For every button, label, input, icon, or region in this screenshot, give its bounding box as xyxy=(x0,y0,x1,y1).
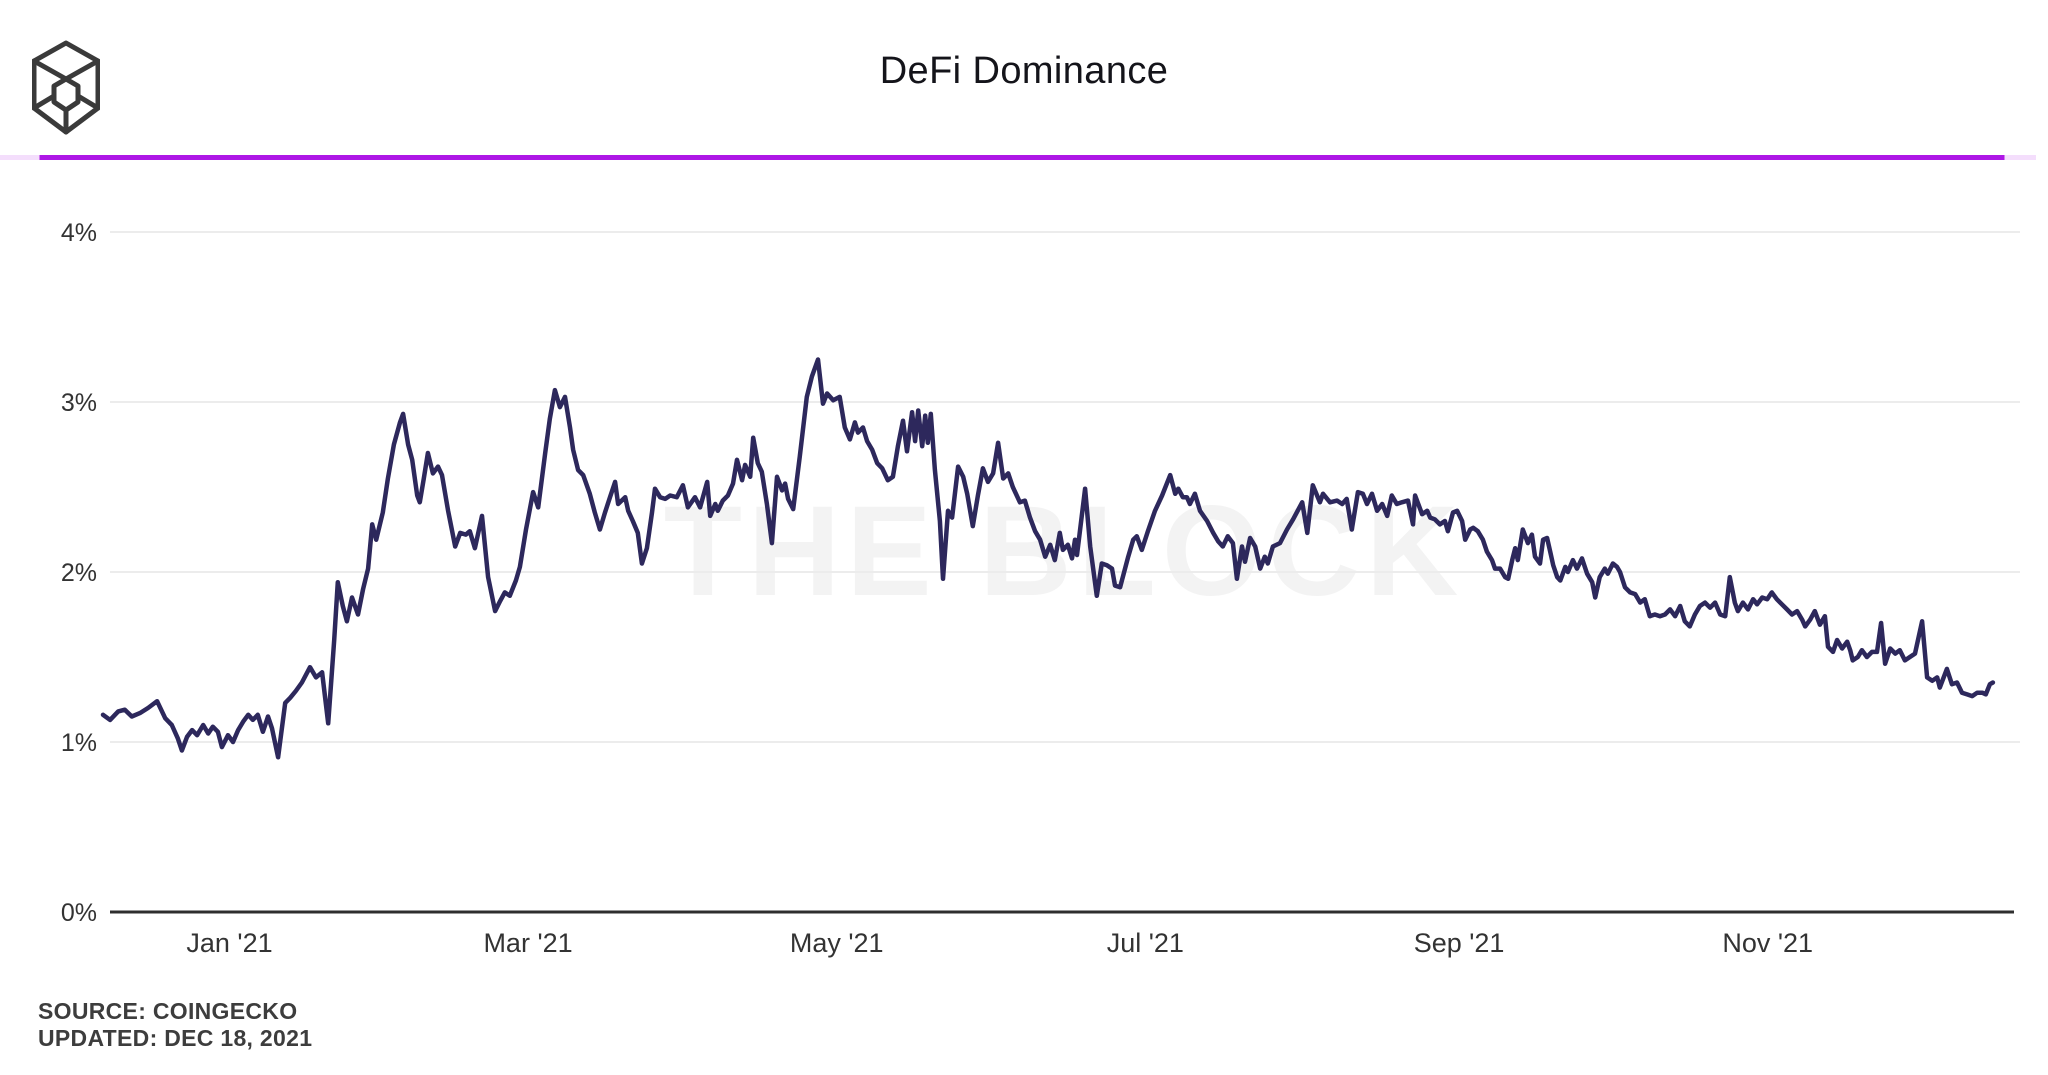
x-tick-label-Nov-'21: Nov '21 xyxy=(1722,928,1813,958)
y-tick-label-4%: 4% xyxy=(61,219,97,247)
x-tick-label-May-'21: May '21 xyxy=(790,928,884,958)
x-tick-label-Jul-'21: Jul '21 xyxy=(1107,928,1184,958)
source-line: SOURCE: COINGECKO xyxy=(38,998,298,1024)
the-block-cube-logo-icon xyxy=(32,40,100,135)
y-tick-label-2%: 2% xyxy=(61,559,97,587)
accent-divider xyxy=(0,155,2048,160)
x-tick-label-Jan-'21: Jan '21 xyxy=(186,928,272,958)
source-footer: SOURCE: COINGECKO UPDATED: DEC 18, 2021 xyxy=(38,998,312,1052)
x-tick-label-Mar-'21: Mar '21 xyxy=(483,928,572,958)
y-tick-label-1%: 1% xyxy=(61,729,97,757)
y-tick-label-3%: 3% xyxy=(61,389,97,417)
updated-line: UPDATED: DEC 18, 2021 xyxy=(38,1025,313,1051)
defi-dominance-series-line xyxy=(100,357,1996,760)
x-tick-label-Sep-'21: Sep '21 xyxy=(1414,928,1505,958)
y-tick-label-0%: 0% xyxy=(61,899,97,927)
logo-cube-bottom-face xyxy=(32,93,100,111)
page-title: DeFi Dominance xyxy=(879,50,1169,92)
